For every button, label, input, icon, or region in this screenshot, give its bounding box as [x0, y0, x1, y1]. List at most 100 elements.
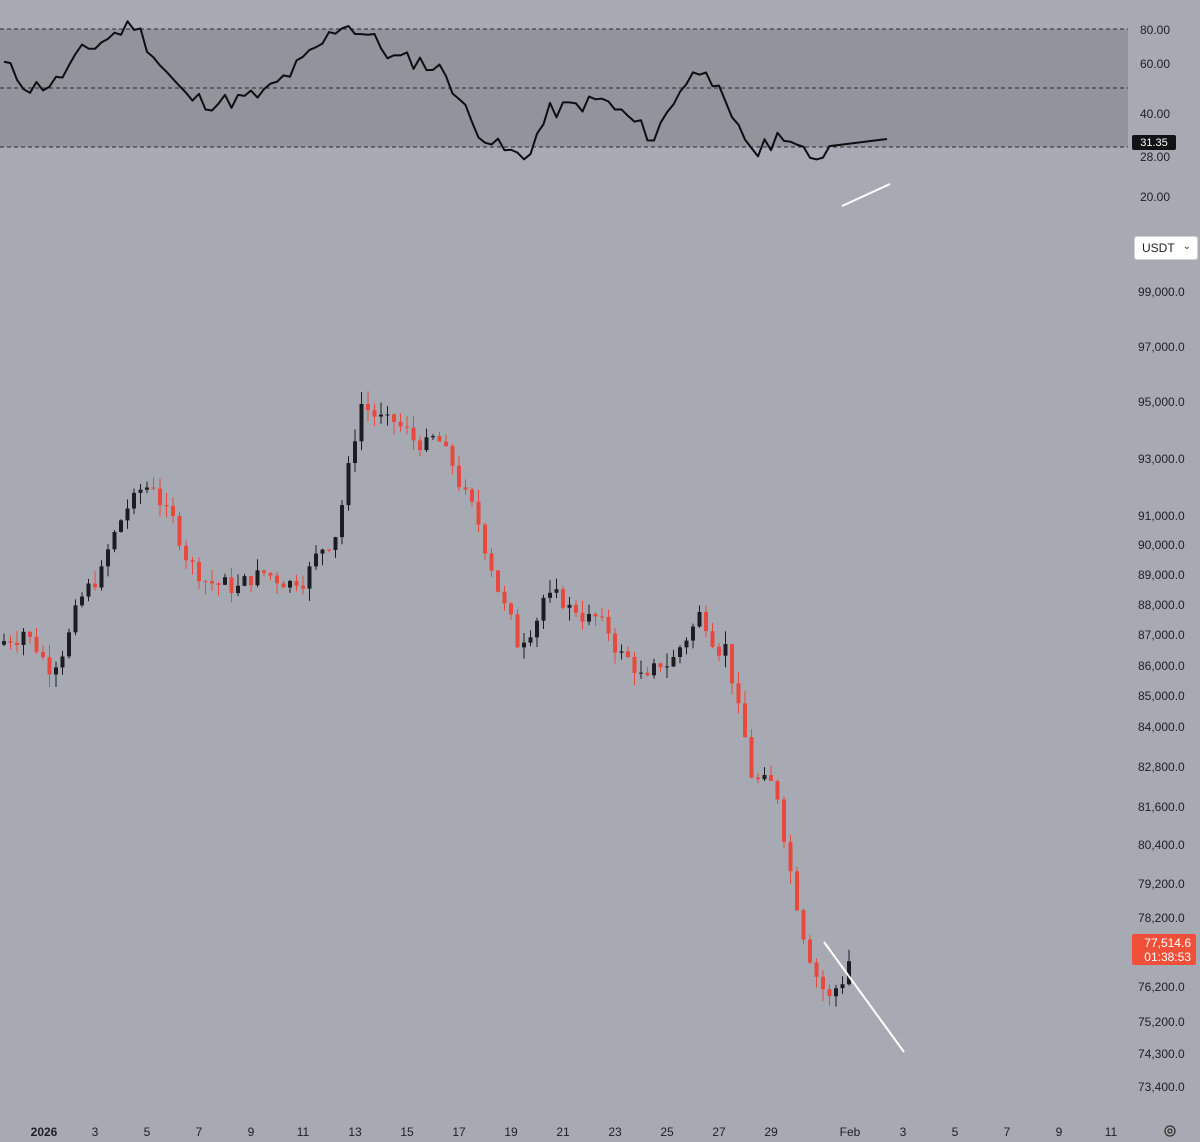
candle-body	[223, 577, 227, 585]
candle-body	[294, 580, 299, 586]
time-tick-label: 5	[144, 1125, 151, 1139]
candle-body	[470, 489, 474, 502]
candle-body	[541, 597, 546, 621]
candle-body	[216, 583, 221, 585]
current-price-badge: 77,514.6 01:38:53	[1132, 934, 1196, 965]
price-tick-label: 73,400.0	[1138, 1080, 1185, 1094]
candle-body	[229, 577, 234, 594]
rsi-tick-label: 60.00	[1140, 57, 1170, 71]
candle-body	[769, 775, 773, 781]
candle-body	[288, 580, 292, 588]
currency-selector[interactable]: USDT ⌄	[1134, 236, 1198, 260]
candle-body	[567, 604, 572, 608]
candle-body	[340, 505, 344, 538]
candle-body	[112, 531, 117, 550]
candle-body	[333, 537, 338, 550]
time-tick-label: 11	[1105, 1125, 1118, 1139]
gear-icon[interactable]	[1163, 1124, 1177, 1138]
price-tick-label: 82,800.0	[1138, 760, 1185, 774]
candle-body	[418, 440, 422, 451]
candle-body	[678, 647, 682, 657]
candle-body	[509, 603, 513, 615]
time-tick-label: 25	[660, 1125, 674, 1139]
candle-body	[281, 583, 286, 588]
candle-body	[652, 663, 656, 676]
candle-body	[437, 436, 442, 442]
candle-body	[496, 570, 500, 592]
time-tick-label: 17	[452, 1125, 466, 1139]
rsi-value-badge: 31.35	[1132, 135, 1176, 150]
candle-body	[795, 871, 799, 911]
candle-body	[814, 962, 819, 977]
candle-body	[658, 663, 663, 668]
candle-body	[840, 984, 845, 989]
price-tick-label: 91,000.0	[1138, 509, 1185, 523]
rsi-indicator	[3, 20, 888, 161]
candle-body	[632, 656, 637, 673]
price-tick-label: 90,000.0	[1138, 538, 1185, 552]
rsi-axis: 80.00 60.00 40.00 28.00 20.00	[1140, 23, 1170, 204]
currency-selector-label: USDT	[1142, 241, 1175, 255]
candle-body	[613, 633, 617, 653]
candle-body	[54, 667, 58, 675]
candle-body	[28, 631, 32, 637]
candle-body	[307, 566, 312, 589]
candle-body	[125, 508, 130, 521]
price-tick-label: 76,200.0	[1138, 980, 1185, 994]
candlestick-series	[2, 391, 851, 1007]
chevron-down-icon: ⌄	[1182, 241, 1191, 252]
candle-body	[151, 487, 156, 489]
time-tick-label: 21	[556, 1125, 570, 1139]
candle-body	[782, 799, 786, 842]
candle-body	[626, 651, 630, 657]
candle-body	[385, 414, 390, 416]
rsi-level-lines	[0, 28, 1128, 148]
candle-body	[171, 505, 175, 516]
candle-body	[645, 672, 650, 676]
candle-body	[15, 642, 19, 645]
candle-body	[236, 585, 240, 594]
candle-body	[314, 553, 318, 567]
candle-body	[86, 583, 91, 597]
candle-body	[554, 589, 559, 593]
time-tick-label: 19	[504, 1125, 518, 1139]
rsi-tick-label: 20.00	[1140, 190, 1170, 204]
time-tick-label: 2026	[31, 1125, 58, 1139]
candle-body	[47, 657, 52, 675]
candle-body	[535, 620, 539, 638]
candle-body	[483, 524, 487, 554]
candle-body	[606, 616, 611, 634]
candle-body	[119, 520, 123, 532]
candle-countdown: 01:38:53	[1144, 949, 1191, 964]
candle-body	[834, 988, 838, 997]
price-trendline	[823, 941, 905, 1053]
candle-body	[671, 656, 676, 667]
candle-body	[431, 436, 435, 438]
price-tick-label: 85,000.0	[1138, 689, 1185, 703]
time-tick-label: 7	[1004, 1125, 1011, 1139]
candle-body	[132, 492, 136, 509]
candle-body	[106, 549, 110, 567]
candle-body	[619, 651, 624, 653]
candle-body	[60, 656, 65, 668]
time-tick-label: 13	[348, 1125, 362, 1139]
time-tick-label: 3	[900, 1125, 907, 1139]
candle-body	[366, 403, 370, 410]
candle-body	[398, 421, 403, 427]
candle-body	[327, 549, 331, 551]
time-tick-label: Feb	[840, 1125, 861, 1139]
price-tick-label: 78,200.0	[1138, 911, 1185, 925]
candle-body	[80, 596, 84, 606]
time-tick-label: 27	[712, 1125, 726, 1139]
candle-body	[210, 581, 214, 584]
price-tick-label: 99,000.0	[1138, 285, 1185, 299]
candle-body	[405, 426, 409, 428]
candle-body	[665, 666, 669, 668]
time-tick-label: 23	[608, 1125, 622, 1139]
candle-body	[561, 589, 565, 608]
candle-body	[138, 489, 143, 493]
candle-body	[197, 561, 201, 582]
candle-body	[502, 591, 507, 604]
candle-body	[684, 640, 689, 648]
